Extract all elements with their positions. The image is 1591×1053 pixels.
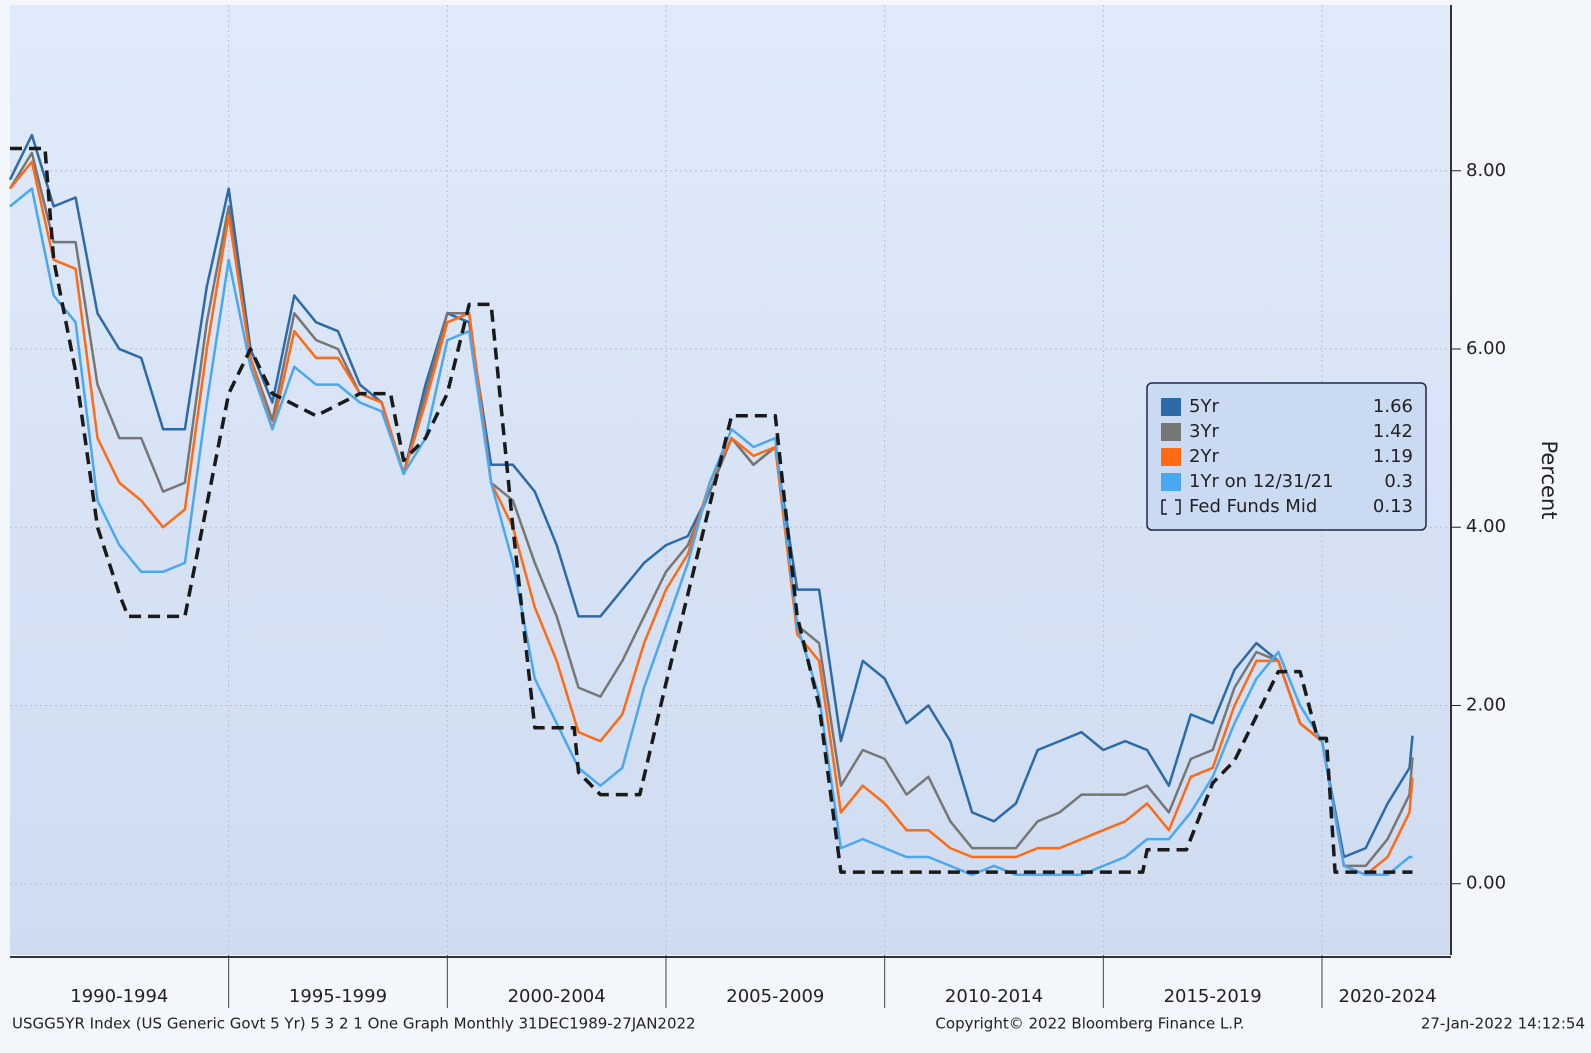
legend-value: 1.19 bbox=[1373, 446, 1413, 467]
x-period-label: 2005-2009 bbox=[726, 986, 824, 1007]
legend-value: 1.66 bbox=[1373, 396, 1413, 417]
y-tick-label: 2.00 bbox=[1466, 694, 1506, 715]
footer-left: USGG5YR Index (US Generic Govt 5 Yr) 5 3… bbox=[12, 1015, 696, 1033]
legend-label: Fed Funds Mid bbox=[1189, 496, 1317, 517]
legend-swatch bbox=[1161, 448, 1181, 466]
legend-box bbox=[1146, 382, 1427, 531]
x-period-label: 1995-1999 bbox=[289, 986, 387, 1007]
series-line bbox=[10, 146, 1413, 874]
legend-swatch bbox=[1161, 423, 1181, 441]
y-tick-label: 6.00 bbox=[1466, 338, 1506, 359]
legend-swatch bbox=[1161, 473, 1181, 491]
footer-right: 27-Jan-2022 14:12:54 bbox=[1421, 1015, 1585, 1033]
y-tick-label: 0.00 bbox=[1466, 873, 1506, 894]
x-period-label: 2010-2014 bbox=[945, 986, 1043, 1007]
footer-center: Copyright© 2022 Bloomberg Finance L.P. bbox=[935, 1015, 1244, 1033]
x-period-label: 2000-2004 bbox=[508, 986, 606, 1007]
legend-label: 1Yr on 12/31/21 bbox=[1189, 471, 1334, 492]
y-tick-label: 4.00 bbox=[1466, 516, 1506, 537]
legend-label: 2Yr bbox=[1189, 446, 1219, 467]
legend-value: 0.3 bbox=[1384, 471, 1413, 492]
y-tick-label: 8.00 bbox=[1466, 160, 1506, 181]
legend-value: 0.13 bbox=[1373, 496, 1413, 517]
x-period-label: 1990-1994 bbox=[70, 986, 168, 1007]
legend-label: 5Yr bbox=[1189, 396, 1219, 417]
legend-value: 1.42 bbox=[1373, 421, 1413, 442]
legend-swatch bbox=[1161, 398, 1181, 416]
y-axis-label: Percent bbox=[1537, 440, 1561, 519]
x-period-label: 2015-2019 bbox=[1164, 986, 1262, 1007]
legend-swatch bbox=[1161, 499, 1181, 515]
legend-label: 3Yr bbox=[1189, 421, 1219, 442]
x-period-label: 2020-2024 bbox=[1339, 986, 1437, 1007]
